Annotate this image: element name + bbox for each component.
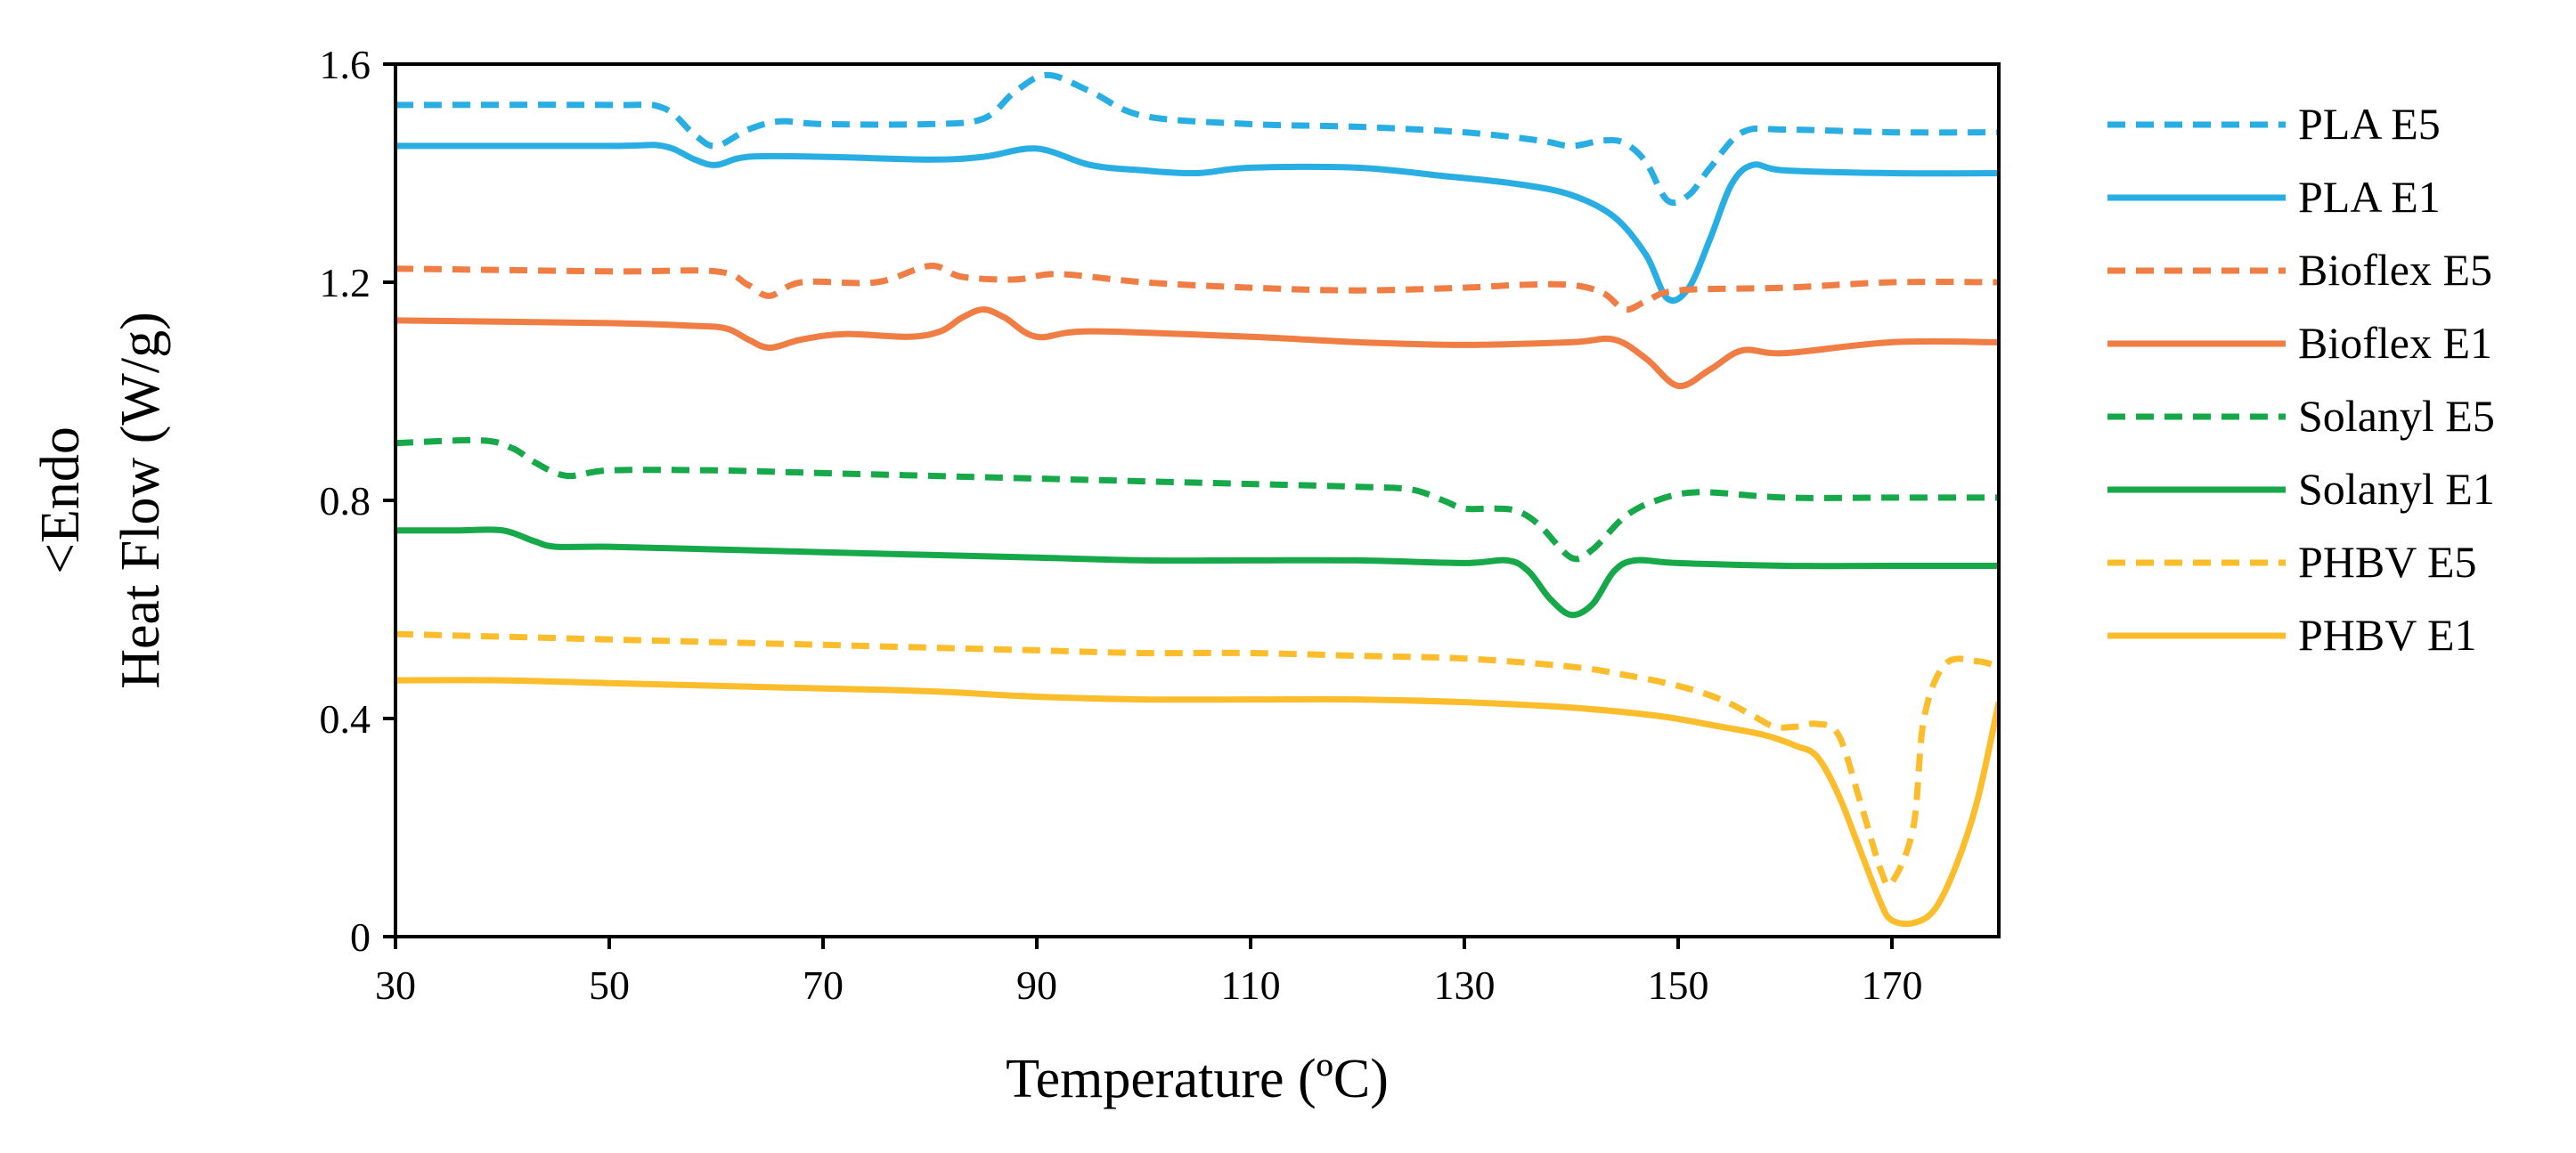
legend-label-bioflex-e1: Bioflex E1	[2298, 318, 2492, 368]
y-tick-label: 0.8	[320, 478, 371, 524]
x-axis-title: Temperature (ºC)	[1006, 1049, 1389, 1109]
series-line-phbv-e5	[395, 630, 1999, 889]
x-tick-label: 50	[589, 962, 630, 1008]
x-tick-label: 90	[1016, 962, 1057, 1008]
legend-label-solanyl-e5: Solanyl E5	[2298, 391, 2495, 441]
x-tick-label: 150	[1648, 962, 1709, 1008]
y-tick-label: 1.2	[320, 260, 371, 305]
y-tick-label: 1.6	[320, 42, 371, 87]
x-tick-label: 30	[375, 962, 416, 1008]
legend-label-phbv-e5: PHBV E5	[2298, 537, 2477, 587]
legend-label-pla-e5: PLA E5	[2298, 99, 2441, 149]
x-tick-label: 170	[1862, 962, 1923, 1008]
legend: PLA E5 PLA E1 Bioflex E5 Bioflex E1 Solanyl …	[2107, 99, 2495, 660]
series-line-bioflex-e1	[395, 306, 1999, 389]
legend-label-bioflex-e5: Bioflex E5	[2298, 245, 2492, 295]
x-tick-label: 110	[1220, 962, 1280, 1008]
series-layer	[395, 71, 1999, 928]
legend-label-pla-e1: PLA E1	[2298, 172, 2441, 222]
series-line-phbv-e1	[395, 677, 1999, 928]
x-tick-label: 130	[1434, 962, 1496, 1008]
legend-label-solanyl-e1: Solanyl E1	[2298, 464, 2495, 514]
series-line-bioflex-e5	[395, 263, 1999, 313]
legend-label-phbv-e1: PHBV E1	[2298, 610, 2477, 660]
series-line-solanyl-e5	[395, 436, 1999, 563]
y-axis-title-endo: <Endo	[30, 426, 91, 574]
y-axis-title-heat-flow: Heat Flow (W/g)	[110, 312, 171, 689]
y-axis-ticks: 0 0.4 0.8 1.2 1.6	[320, 42, 395, 960]
series-line-pla-e5	[395, 71, 1999, 207]
series-line-solanyl-e1	[395, 526, 1999, 619]
x-tick-label: 70	[803, 962, 844, 1008]
y-tick-label: 0	[350, 914, 371, 960]
series-line-pla-e1	[395, 142, 1999, 304]
x-axis-ticks: 30 50 70 90 110 130 150 170	[375, 937, 1923, 1008]
y-tick-label: 0.4	[320, 696, 371, 742]
